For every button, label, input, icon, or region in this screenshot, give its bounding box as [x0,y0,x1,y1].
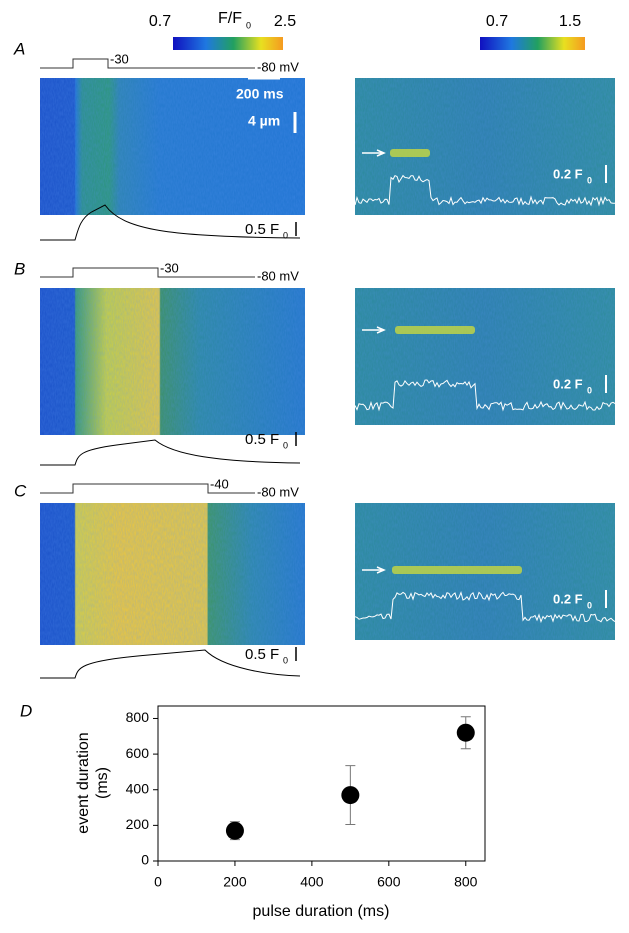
panel-label: C [14,481,27,500]
plot-frame [157,705,486,862]
panel-label: D [20,701,32,720]
local-trace [354,591,616,624]
scale-label: 0.5 F [245,646,279,663]
fluorescence-trace [40,204,301,241]
image-noise [40,288,305,435]
scale-label-sub: 0 [283,440,288,450]
spark-band [392,566,522,574]
colorbar-label: F/F [218,10,242,27]
local-trace [354,379,616,412]
local-scale-label-sub: 0 [587,175,592,185]
time-scale-label: 200 ms [236,86,284,102]
scale-label-sub: 0 [283,230,288,240]
x-axis-label: pulse duration (ms) [253,903,390,920]
colorbar-min: 0.7 [486,13,508,30]
arrow [362,326,386,334]
spark-band [390,149,430,157]
point [456,723,475,742]
local-scale-label: 0.2 F [553,166,583,181]
step-voltage: -30 [160,260,179,275]
voltage-trace [40,483,255,494]
colorbar-max: 2.5 [274,13,296,30]
colorbar-min: 0.7 [149,13,171,30]
arrow [362,149,386,157]
scale-label: 0.5 F [245,431,279,448]
colorbar-label-sub: 0 [246,20,251,30]
local-scale-label-sub: 0 [587,385,592,395]
step-voltage: -30 [110,51,129,66]
image-noise [40,78,305,215]
holding-voltage: -80 mV [257,268,299,283]
y-tick-label: 800 [126,709,150,725]
colorbar [480,37,585,50]
y-tick-label: 0 [141,852,149,868]
y-axis-label: event duration [75,732,92,833]
local-scale-label: 0.2 F [553,376,583,391]
y-tick-label: 600 [126,745,150,761]
holding-voltage: -80 mV [257,59,299,74]
x-tick-label: 800 [454,874,478,890]
scale-label: 0.5 F [245,221,279,238]
local-trace [354,174,616,207]
y-tick-label: 200 [126,816,150,832]
scale-label-sub: 0 [283,655,288,665]
x-tick-label: 0 [154,874,162,890]
image-noise [40,503,305,645]
y-tick-label: 400 [126,780,150,796]
local-scale-label: 0.2 F [553,591,583,606]
holding-voltage: -80 mV [257,484,299,499]
voltage-trace [40,58,255,69]
image-noise [355,288,615,425]
colorbar-max: 1.5 [559,13,581,30]
panel-label: A [13,39,25,58]
colorbar [173,37,283,50]
fluorescence-trace [40,649,301,679]
y-axis-label: (ms) [94,767,111,799]
point [225,821,244,840]
space-scale-label: 4 µm [248,113,280,129]
image-noise [355,78,615,215]
arrow [362,566,386,574]
fluorescence-trace [40,439,301,466]
x-tick-label: 400 [300,874,324,890]
step-voltage: -40 [210,476,229,491]
x-tick-label: 600 [377,874,401,890]
voltage-trace [40,267,255,278]
x-tick-label: 200 [223,874,247,890]
panel-label: B [14,259,25,278]
spark-band [395,326,475,334]
point [341,786,360,805]
local-scale-label-sub: 0 [587,600,592,610]
